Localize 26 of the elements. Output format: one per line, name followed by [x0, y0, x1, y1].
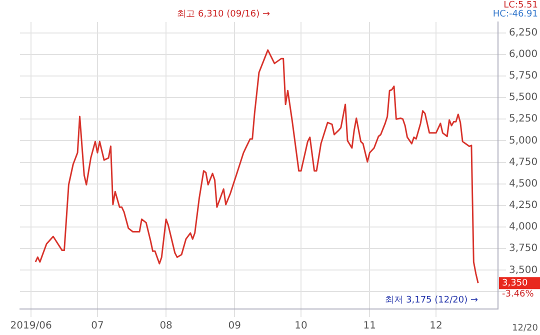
y-tick-label: 5,000 [509, 135, 538, 146]
y-tick-label: 4,000 [509, 222, 538, 233]
text: 12/20 [512, 323, 538, 334]
x-tick-label: 08 [160, 320, 172, 332]
text: 3,350 [502, 278, 528, 288]
y-tick-label: 5,750 [509, 70, 538, 82]
x-tick-label: 12 [430, 320, 442, 332]
y-tick-label: 3,750 [509, 243, 538, 254]
text: LC:5.51 [504, 0, 538, 10]
x-tick-label: 10 [294, 320, 308, 332]
x-tick-label: 07 [91, 320, 104, 332]
y-tick-label: 3,500 [509, 264, 538, 276]
x-tick-label: 2019/06 [10, 320, 52, 332]
y-tick-label: 5,500 [509, 92, 538, 104]
y-tick-label: 5,250 [509, 114, 538, 125]
text: -3.46% [502, 289, 534, 300]
x-tick-label: 11 [363, 320, 376, 332]
annotation: 최저 3,175 (12/20) → [385, 295, 478, 306]
y-tick-label: 6,250 [509, 27, 538, 38]
text: HC:-46.91 [492, 9, 538, 20]
y-tick-label: 4,750 [509, 156, 538, 168]
y-tick-label: 4,500 [509, 178, 538, 190]
x-tick-label: 09 [228, 320, 242, 332]
y-tick-label: 4,250 [509, 200, 538, 212]
text: 최고 6,310 (09/16) → [177, 9, 270, 20]
y-tick-label: 6,000 [509, 48, 538, 60]
